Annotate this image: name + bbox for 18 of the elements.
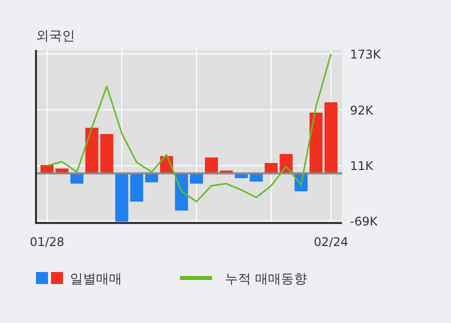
- bar: [85, 128, 98, 174]
- bar: [130, 173, 144, 202]
- y-tick-label: 92K: [350, 103, 374, 118]
- y-tick-label: -69K: [350, 214, 379, 228]
- y-tick-label: 11K: [350, 159, 374, 174]
- bar: [310, 112, 323, 174]
- x-tick-label: 02/24: [314, 235, 348, 249]
- bar: [204, 157, 218, 174]
- legend-label: 누적 매매동향: [225, 272, 308, 287]
- y-tick-label: 173K: [350, 48, 382, 62]
- x-tick-label: 01/28: [30, 235, 64, 249]
- chart-title: 외국인: [36, 29, 75, 44]
- legend-label: 일별매매: [70, 272, 122, 287]
- bar: [324, 102, 338, 174]
- bar: [264, 162, 278, 174]
- bar: [100, 134, 114, 174]
- line-series: [46, 53, 332, 202]
- bar: [115, 173, 128, 222]
